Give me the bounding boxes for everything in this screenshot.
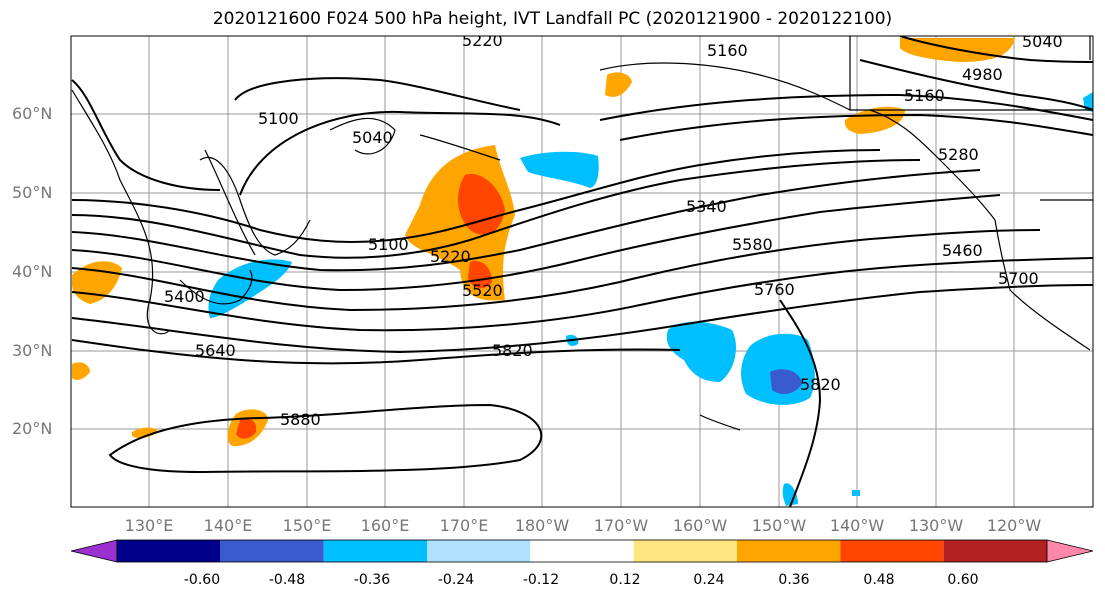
contour-label: 5880 <box>280 410 321 429</box>
colorbar-tick-label: -0.48 <box>268 572 306 588</box>
lat-label: 40°N <box>12 262 53 281</box>
contour-label: 5460 <box>942 241 983 260</box>
colorbar-segment <box>427 540 531 562</box>
height-contour <box>71 159 921 259</box>
contour-labels: 5220 5160 5040 4980 5100 5040 5160 5280 … <box>164 31 1063 429</box>
ivt-negative-core <box>770 369 802 394</box>
height-contour <box>71 79 221 191</box>
contour-label: 5400 <box>164 287 205 306</box>
ivt-negative-region <box>666 321 736 382</box>
colorbar-tick-label: 0.24 <box>693 572 725 588</box>
colorbar-extend-low <box>70 539 118 563</box>
colorbar-tick-label: 0.48 <box>863 572 895 588</box>
ivt-positive-region <box>605 72 632 97</box>
height-contour <box>779 299 822 507</box>
lon-label: 170°E <box>439 516 489 535</box>
ivt-shading <box>72 38 1093 506</box>
colorbar-segment <box>840 540 944 562</box>
lon-label: 130°E <box>124 516 174 535</box>
colorbar-tick-label: 0.60 <box>947 572 979 588</box>
height-contour <box>71 339 681 365</box>
colorbar-segment <box>633 540 737 562</box>
height-contour <box>71 257 1093 332</box>
colorbar-segment <box>530 540 634 562</box>
height-contour <box>108 403 543 474</box>
lon-label: 160°E <box>360 516 410 535</box>
contour-label: 5820 <box>800 375 841 394</box>
colorbar-segment <box>943 540 1047 562</box>
lon-label: 180°W <box>514 516 570 535</box>
colorbar-tick-label: -0.36 <box>353 572 391 588</box>
ivt-negative-region <box>782 483 798 506</box>
lon-label: 150°E <box>282 516 332 535</box>
lon-label: 140°W <box>829 516 885 535</box>
height-contour <box>71 284 1093 354</box>
height-contour <box>619 113 1093 141</box>
contour-label: 4980 <box>962 65 1003 84</box>
contour-label: 5700 <box>998 269 1039 288</box>
lon-label: 160°W <box>672 516 728 535</box>
lon-label: 150°W <box>751 516 807 535</box>
contour-label: 5100 <box>258 109 299 128</box>
contour-label: 5220 <box>430 247 471 266</box>
ivt-positive-region <box>844 106 905 134</box>
lat-label: 30°N <box>12 341 53 360</box>
contour-label: 5760 <box>754 280 795 299</box>
height-contour <box>234 77 521 111</box>
lon-label: 170°W <box>593 516 649 535</box>
contour-label: 5040 <box>352 128 393 147</box>
colorbar-segment <box>117 540 221 562</box>
contour-label: 5040 <box>1022 32 1063 51</box>
contour-label: 5220 <box>462 31 503 50</box>
colorbar-extend-high <box>1046 539 1094 563</box>
lat-label: 50°N <box>12 183 53 202</box>
contour-label: 5100 <box>368 235 409 254</box>
height-contour <box>239 110 561 196</box>
height-contour <box>899 36 1093 63</box>
map-border <box>70 35 1094 508</box>
ivt-positive-region <box>72 362 90 380</box>
map-title: 2020121600 F024 500 hPa height, IVT Land… <box>212 9 893 29</box>
lat-label: 60°N <box>12 104 53 123</box>
ivt-negative-region <box>520 151 599 188</box>
height-contour <box>71 194 1001 292</box>
ivt-positive-core <box>236 418 257 439</box>
height-contour <box>71 229 1041 312</box>
colorbar-tick-label: 0.36 <box>778 572 810 588</box>
contour-label: 5160 <box>904 86 945 105</box>
height-contour <box>859 59 1093 111</box>
coastlines <box>71 36 1093 431</box>
contour-label: 5340 <box>686 197 727 216</box>
colorbar-tick-label: -0.24 <box>437 572 475 588</box>
contour-label: 5820 <box>492 341 533 360</box>
contour-label: 5580 <box>732 235 773 254</box>
lon-label: 120°W <box>986 516 1042 535</box>
lat-label: 20°N <box>12 419 53 438</box>
contour-label: 5640 <box>195 341 236 360</box>
ivt-positive-core <box>458 174 505 235</box>
graticule <box>71 36 1093 507</box>
contour-label: 5160 <box>707 41 748 60</box>
height-contour <box>599 93 1093 121</box>
contour-label: 5280 <box>938 145 979 164</box>
ivt-negative-region <box>741 333 815 405</box>
height-contours <box>71 36 1093 507</box>
colorbar-segment <box>220 540 324 562</box>
lon-label: 130°W <box>908 516 964 535</box>
colorbar-segment <box>737 540 841 562</box>
colorbar-tick-label: -0.12 <box>522 572 560 588</box>
colorbar <box>70 539 1094 563</box>
ivt-negative-region <box>852 490 860 496</box>
colorbar-tick-label: -0.60 <box>183 572 221 588</box>
colorbar-tick-label: 0.12 <box>609 572 641 588</box>
colorbar-segment <box>323 540 427 562</box>
ivt-positive-region <box>132 427 158 439</box>
contour-label: 5520 <box>462 281 503 300</box>
lon-label: 140°E <box>203 516 253 535</box>
height-contour <box>71 169 981 272</box>
height-contour <box>71 149 881 243</box>
